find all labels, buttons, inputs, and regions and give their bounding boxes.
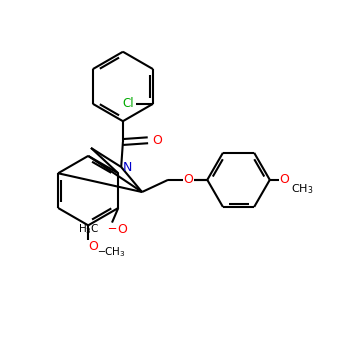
- Text: O: O: [183, 173, 193, 186]
- Text: ─: ─: [108, 223, 115, 236]
- Text: N: N: [123, 161, 132, 174]
- Text: O: O: [88, 240, 98, 253]
- Text: H$_3$C: H$_3$C: [78, 223, 99, 236]
- Text: O: O: [152, 134, 162, 147]
- Text: O: O: [117, 223, 127, 236]
- Text: Cl: Cl: [122, 97, 134, 110]
- Text: O: O: [280, 173, 289, 186]
- Text: ─CH$_3$: ─CH$_3$: [98, 246, 126, 259]
- Text: CH$_3$: CH$_3$: [290, 183, 313, 196]
